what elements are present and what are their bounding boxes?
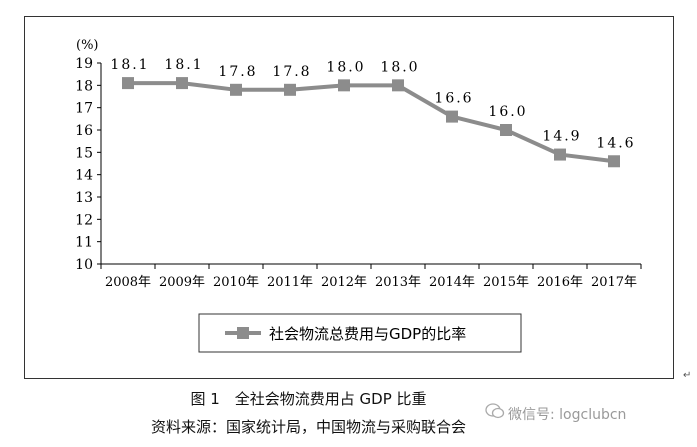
data-point xyxy=(446,110,458,123)
x-tick-label: 2015年 xyxy=(483,275,529,290)
legend-marker-swatch xyxy=(237,327,249,339)
data-label: 17.8 xyxy=(218,64,257,80)
chart-frame: (%) 10 11 12 13 14 15 16 17 18 19 2008年 2009年 2010年 20… xyxy=(24,16,674,379)
series-line xyxy=(128,81,615,164)
data-label: 17.8 xyxy=(272,64,311,80)
data-label: 14.9 xyxy=(542,129,581,145)
wechat-icon xyxy=(485,403,505,419)
data-point xyxy=(338,79,350,92)
data-label: 18.0 xyxy=(380,59,419,75)
data-label: 14.6 xyxy=(596,135,635,151)
x-tick-label: 2012年 xyxy=(321,275,367,290)
y-tick-label: 10 xyxy=(75,257,93,273)
y-tick-label: 16 xyxy=(75,123,93,139)
y-tick-label: 14 xyxy=(75,168,93,184)
data-point xyxy=(500,124,512,136)
y-tick-label: 19 xyxy=(75,56,93,72)
figure-caption: 图 1 全社会物流费用占 GDP 比重 xyxy=(190,390,427,408)
data-label: 16.6 xyxy=(434,91,473,107)
y-tick-label: 11 xyxy=(75,235,93,251)
data-point xyxy=(392,79,404,92)
data-point xyxy=(608,155,620,168)
x-tick-label: 2016年 xyxy=(537,275,583,290)
data-label: 16.0 xyxy=(488,104,527,120)
y-tick-label: 12 xyxy=(75,212,93,228)
data-label: 18.0 xyxy=(326,59,365,75)
x-tick-label: 2014年 xyxy=(429,275,475,290)
x-tick-label: 2011年 xyxy=(267,275,313,290)
line-chart: (%) 10 11 12 13 14 15 16 17 18 19 2008年 2009年 2010年 20… xyxy=(75,38,642,353)
x-tick-label: 2013年 xyxy=(375,275,421,290)
x-tick-label: 2008年 xyxy=(105,275,151,290)
source-caption: 资料来源：国家统计局，中国物流与采购联合会 xyxy=(150,418,466,436)
y-tick-label: 17 xyxy=(75,101,93,117)
data-point xyxy=(230,83,242,96)
data-point xyxy=(284,83,296,96)
watermark-text: 微信号: logclubcn xyxy=(508,407,627,423)
data-label: 18.1 xyxy=(164,57,203,73)
corner-mark: ↵ xyxy=(683,370,692,381)
y-unit-label: (%) xyxy=(76,38,99,53)
data-point xyxy=(554,148,566,161)
data-label: 18.1 xyxy=(110,57,149,73)
x-tick-label: 2009年 xyxy=(159,275,205,290)
x-tick-label: 2017年 xyxy=(591,275,637,290)
legend-label: 社会物流总费用与GDP的比率 xyxy=(269,325,466,343)
y-tick-label: 15 xyxy=(75,145,93,161)
y-tick-label: 18 xyxy=(75,78,93,94)
data-point xyxy=(176,77,188,90)
data-point xyxy=(122,77,134,90)
y-tick-label: 13 xyxy=(75,190,93,206)
x-tick-label: 2010年 xyxy=(213,275,259,290)
